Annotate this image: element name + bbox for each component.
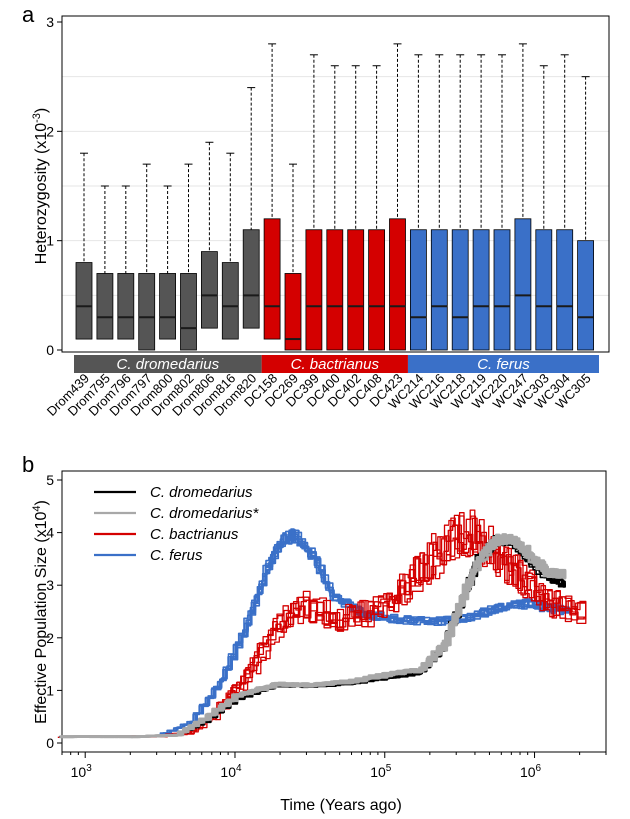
x-tick-label: 105 [370,763,392,780]
x-tick-label: 103 [71,763,93,780]
box-WC305 [577,240,594,351]
y-tick-label: 4 [46,525,54,541]
legend-label: C. bactrianus [150,526,239,543]
series-line [59,533,567,739]
panel-a-y-axis-title: Heterozygosity (x10-3) [31,108,50,265]
box-DC402 [347,229,365,351]
box-Drom796 [117,273,135,340]
box-DC408 [368,229,386,351]
box-Drom439 [75,262,93,340]
panel-b-x-axis-title: Time (Years ago) [280,797,402,814]
legend-label: C. dromedarius* [150,505,260,522]
box-Drom802 [180,273,197,351]
series-line [63,535,567,739]
box-WC214 [409,229,427,351]
series-line [59,512,587,738]
group-bar [261,355,408,373]
y-tick-label: 3 [46,577,54,593]
series-line [63,535,570,738]
box-Drom820 [242,229,260,329]
box-WC304 [556,229,574,351]
box-DC269 [284,273,302,351]
legend-label: C. ferus [150,547,203,564]
series-line [62,534,566,738]
box-Drom797 [138,273,156,351]
y-tick-label: 1 [46,233,54,249]
box-DC423 [389,218,406,351]
group-bar [407,355,599,373]
box-WC216 [430,229,448,351]
series-line [60,534,567,738]
box-Drom816 [221,262,239,340]
series-line [60,535,567,739]
series-line [59,537,566,738]
box-Drom806 [200,251,218,329]
box-Drom795 [96,273,114,340]
box-WC303 [535,229,553,351]
series-line [59,535,566,738]
box-WC220 [493,229,511,351]
series-group-3 [59,528,570,738]
group-label: C. bactrianus [291,356,380,373]
legend-label: C. dromedarius [150,484,253,501]
plot-frame [61,470,607,753]
box-DC400 [326,229,344,351]
y-tick-label: 0 [46,735,54,751]
series-line [63,529,570,738]
series-line [62,535,567,738]
box-DC158 [263,218,281,340]
series-line [59,533,567,739]
group-bar [74,355,262,373]
series-line [60,536,566,738]
plot-frame [61,15,610,353]
series-line [62,534,566,738]
box-Drom800 [159,273,177,340]
x-tick-label: 104 [220,763,242,780]
series-line [60,536,567,739]
line-panel: 0 1 2 3 4 5 103 104 105 106 C. dromedarius C. drome… [46,470,607,780]
series-line [62,534,567,739]
y-tick-label: 0 [46,342,54,358]
series-group-0 [59,534,566,738]
x-tick-label: 106 [520,763,542,780]
panel-b-label: b [22,452,34,477]
panel-a-label: a [22,2,35,27]
group-label: C. ferus [477,356,530,373]
y-tick-label: 2 [46,630,54,646]
series-group-1 [59,533,567,739]
box-DC399 [305,229,323,351]
y-tick-label: 5 [46,472,54,488]
box-WC219 [472,229,490,351]
panel-b-y-axis-title: Effective Population Size (x104) [31,500,50,724]
box-WC247 [514,218,532,351]
y-tick-label: 3 [46,14,54,30]
series-line [59,528,570,738]
group-label: C. dromedarius [117,356,220,373]
y-tick-label: 1 [46,682,54,698]
box-WC218 [451,229,469,351]
y-tick-label: 2 [46,123,54,139]
